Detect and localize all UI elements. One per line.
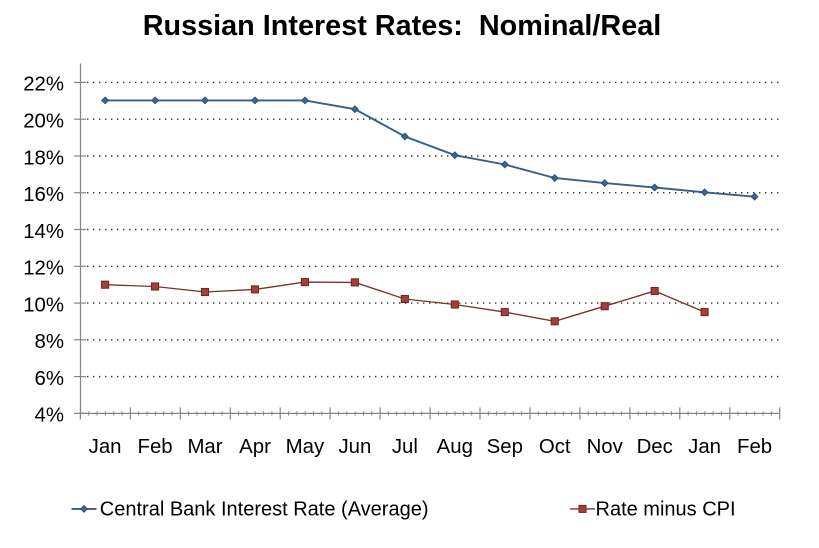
svg-text:Russian Interest Rates: Nomin: Russian Interest Rates: Nominal/Real bbox=[143, 10, 662, 42]
svg-text:Aug: Aug bbox=[437, 436, 473, 458]
svg-text:Nov: Nov bbox=[587, 436, 624, 458]
svg-text:18%: 18% bbox=[23, 147, 64, 169]
svg-text:Feb: Feb bbox=[138, 436, 173, 458]
svg-text:Jul: Jul bbox=[392, 436, 418, 458]
svg-text:Sep: Sep bbox=[487, 436, 523, 458]
svg-text:8%: 8% bbox=[35, 331, 64, 353]
svg-text:6%: 6% bbox=[35, 368, 64, 390]
svg-text:22%: 22% bbox=[23, 74, 64, 96]
svg-text:Rate minus CPI: Rate minus CPI bbox=[596, 499, 736, 521]
svg-text:14%: 14% bbox=[23, 221, 64, 243]
svg-text:20%: 20% bbox=[23, 111, 64, 133]
svg-text:Jun: Jun bbox=[338, 436, 371, 458]
svg-text:10%: 10% bbox=[23, 294, 64, 316]
svg-text:4%: 4% bbox=[35, 405, 64, 427]
svg-text:Feb: Feb bbox=[737, 436, 772, 458]
svg-text:Apr: Apr bbox=[239, 436, 271, 458]
svg-text:Oct: Oct bbox=[539, 436, 571, 458]
svg-text:12%: 12% bbox=[23, 258, 64, 280]
svg-text:Dec: Dec bbox=[637, 436, 673, 458]
svg-text:Mar: Mar bbox=[187, 436, 222, 458]
svg-text:Jan: Jan bbox=[688, 436, 721, 458]
svg-text:May: May bbox=[286, 436, 325, 458]
svg-text:Jan: Jan bbox=[89, 436, 122, 458]
svg-text:16%: 16% bbox=[23, 184, 64, 206]
svg-text:Central Bank Interest Rate (Av: Central Bank Interest Rate (Average) bbox=[100, 499, 429, 521]
